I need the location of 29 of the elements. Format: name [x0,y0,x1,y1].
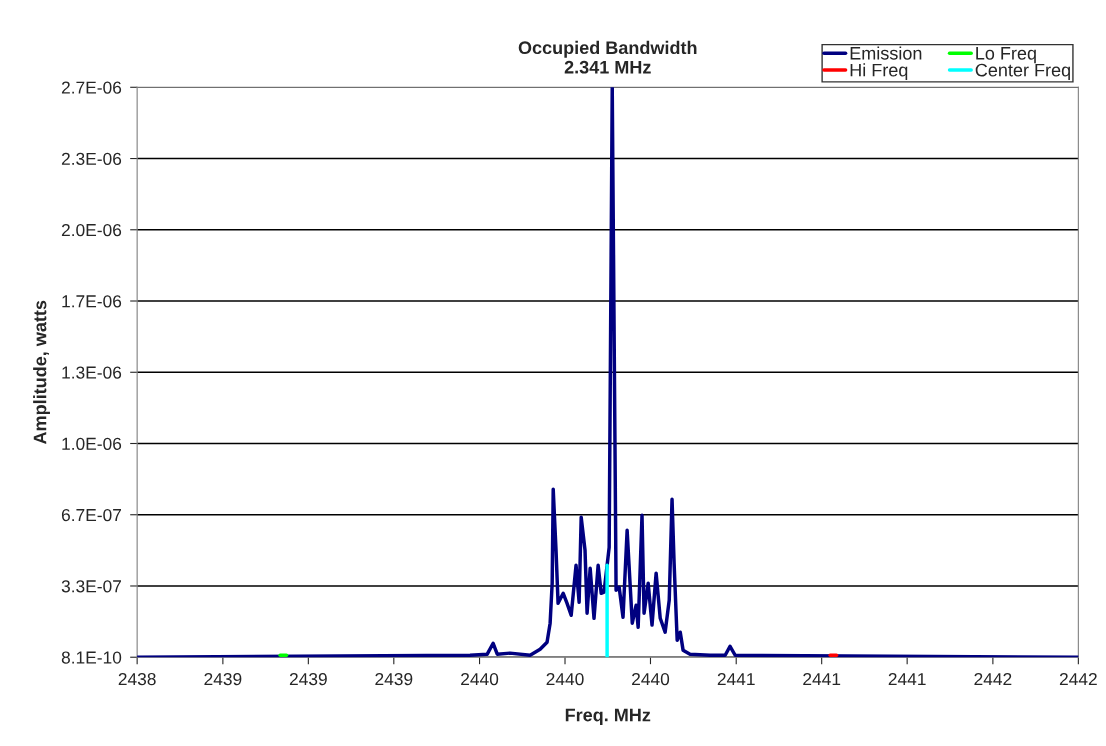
x-tick-label: 2439 [375,672,413,686]
x-tick-label: 2442 [1059,672,1097,686]
y-tick-label: 8.1E-10 [61,651,122,664]
y-tick-label: 2.0E-06 [61,223,122,237]
y-tick-label: 6.7E-07 [61,508,121,522]
x-tick-label: 2442 [974,672,1012,686]
y-tick-label: 2.7E-06 [61,81,122,94]
y-tick-label: 1.0E-06 [62,437,122,450]
y-tick-label: 1.7E-06 [62,295,122,308]
x-tick-label: 2440 [546,672,584,686]
y-tick-label: 2.3E-06 [61,152,122,165]
x-tick-label: 2441 [888,672,926,686]
legend-label: Lo Freq [976,47,1036,64]
y-tick-label: 1.3E-06 [62,366,122,379]
x-axis-title: Freq. MHz [565,708,651,725]
x-tick-label: 2438 [118,672,156,686]
x-tick-label: 2439 [289,672,327,686]
chart-title: Occupied Bandwidth 2.341 MHz [518,40,697,74]
legend-label: Center Freq [975,63,1070,81]
x-tick-label: 2441 [717,672,755,686]
y-tick-label: 3.3E-07 [61,580,121,593]
x-tick-label: 2440 [461,672,499,686]
legend-label: Emission [850,46,922,60]
line-series [137,87,1079,658]
legend-label: Hi Freq [850,63,908,81]
x-tick-label: 2441 [803,672,841,686]
x-tick-label: 2440 [632,672,670,686]
y-axis-title: Amplitude, watts [33,300,50,445]
x-tick-label: 2439 [204,672,242,686]
